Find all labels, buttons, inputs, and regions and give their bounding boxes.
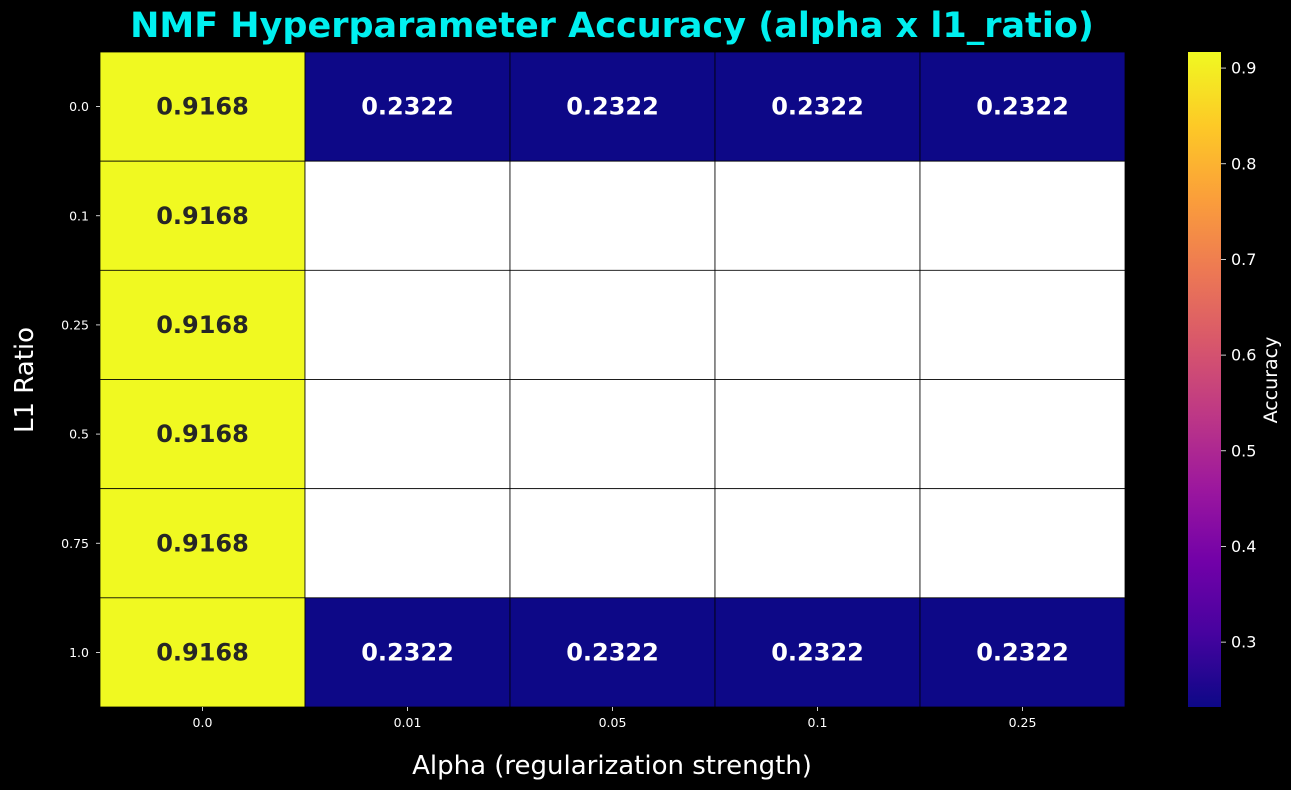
- heatmap-cell: [304, 160, 511, 271]
- heatmap-cell: [99, 160, 306, 271]
- heatmap-cell: [99, 597, 306, 708]
- heatmap-cell: [304, 51, 511, 162]
- y-tick-label: 0.75: [61, 536, 89, 551]
- y-tick-label: 0.25: [61, 317, 89, 332]
- cell-value-label: 0.9168: [156, 638, 249, 666]
- heatmap-cells: [99, 51, 1126, 708]
- x-tick-label: 0.01: [394, 715, 422, 730]
- cell-value-label: 0.2322: [361, 93, 454, 121]
- x-axis-ticks: 0.0 0.01 0.05 0.1 0.25: [193, 707, 1037, 730]
- chart-title: NMF Hyperparameter Accuracy (alpha x l1_…: [130, 6, 1094, 46]
- colorbar: 0.3 0.4 0.5 0.6 0.7 0.8 0.9 Accuracy: [1188, 52, 1282, 707]
- colorbar-label: Accuracy: [1260, 337, 1282, 424]
- x-tick-label: 0.25: [1009, 715, 1037, 730]
- colorbar-gradient: [1188, 52, 1221, 707]
- heatmap-cell: [99, 488, 306, 599]
- heatmap-cell: [714, 597, 921, 708]
- heatmap-cell: [714, 51, 921, 162]
- heatmap-cell: [304, 488, 511, 599]
- x-axis-label: Alpha (regularization strength): [412, 751, 812, 781]
- x-tick-label: 0.0: [193, 715, 213, 730]
- x-tick-label: 0.1: [808, 715, 828, 730]
- heatmap-cell: [919, 379, 1126, 490]
- heatmap-cell: [919, 269, 1126, 380]
- heatmap-cell: [99, 51, 306, 162]
- colorbar-tick-label: 0.7: [1231, 250, 1256, 269]
- heatmap-cell: [509, 597, 716, 708]
- y-tick-label: 0.0: [69, 99, 89, 114]
- cell-value-label: 0.9168: [156, 202, 249, 230]
- cell-value-label: 0.2322: [361, 638, 454, 666]
- heatmap-cell: [304, 379, 511, 490]
- heatmap-cell: [714, 269, 921, 380]
- cell-value-label: 0.9168: [156, 420, 249, 448]
- y-tick-label: 0.5: [69, 427, 89, 442]
- cell-value-label: 0.9168: [156, 311, 249, 339]
- cell-value-label: 0.2322: [771, 638, 864, 666]
- x-tick-label: 0.05: [599, 715, 627, 730]
- heatmap-cell: [509, 160, 716, 271]
- colorbar-tick-label: 0.4: [1231, 537, 1256, 556]
- y-tick-label: 1.0: [69, 645, 89, 660]
- heatmap-cell: [919, 488, 1126, 599]
- cell-value-label: 0.2322: [976, 93, 1069, 121]
- heatmap-cell: [714, 488, 921, 599]
- colorbar-tick-label: 0.3: [1231, 633, 1256, 652]
- y-tick-label: 0.1: [69, 208, 89, 223]
- colorbar-tick-label: 0.9: [1231, 59, 1256, 78]
- heatmap-cell: [919, 597, 1126, 708]
- heatmap-cell: [714, 379, 921, 490]
- heatmap-cell: [509, 51, 716, 162]
- colorbar-ticks: 0.3 0.4 0.5 0.6 0.7 0.8 0.9: [1221, 59, 1256, 652]
- heatmap-cell: [99, 269, 306, 380]
- colorbar-tick-label: 0.5: [1231, 441, 1256, 460]
- cell-value-label: 0.2322: [976, 638, 1069, 666]
- y-axis-ticks: 0.0 0.1 0.25 0.5 0.75 1.0: [61, 99, 100, 660]
- colorbar-tick-label: 0.6: [1231, 346, 1256, 365]
- heatmap-cell: [509, 269, 716, 380]
- cell-value-label: 0.2322: [566, 93, 659, 121]
- cell-value-label: 0.9168: [156, 529, 249, 557]
- y-axis-label: L1 Ratio: [10, 327, 40, 433]
- heatmap-cell: [919, 160, 1126, 271]
- cell-value-label: 0.2322: [771, 93, 864, 121]
- cell-value-label: 0.9168: [156, 93, 249, 121]
- cell-value-label: 0.2322: [566, 638, 659, 666]
- heatmap-cell: [509, 488, 716, 599]
- heatmap-cell: [509, 379, 716, 490]
- heatmap-cell: [304, 269, 511, 380]
- colorbar-tick-label: 0.8: [1231, 154, 1256, 173]
- heatmap-annotations: 0.9168 0.2322 0.2322 0.2322 0.2322 0.9168 0.91…: [156, 93, 1069, 667]
- heatmap-cell: [99, 379, 306, 490]
- heatmap-cell: [714, 160, 921, 271]
